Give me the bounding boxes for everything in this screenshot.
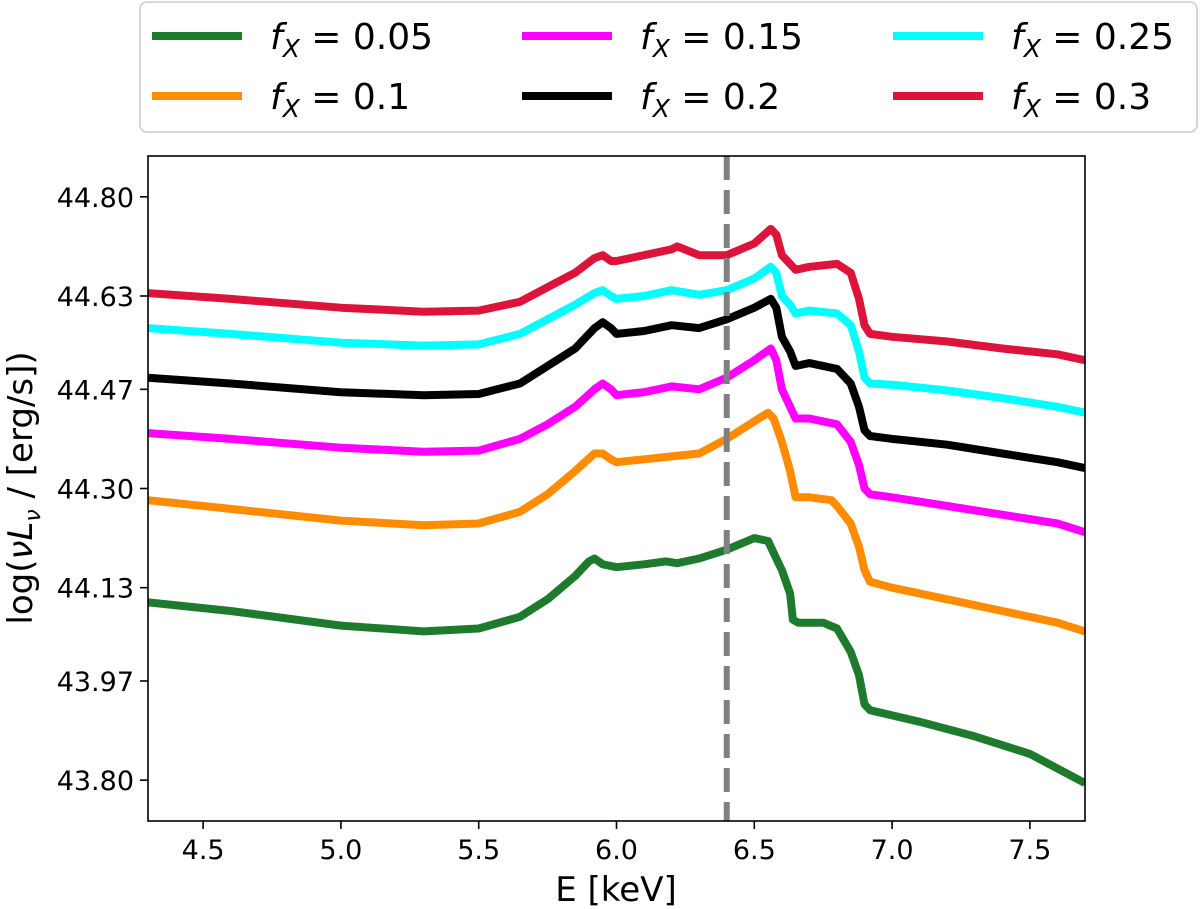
x-axis: 4.5 5.0 5.5 6.0 6.5 7.0 7.5: [182, 821, 1051, 866]
y-tick-label: 44.63: [57, 282, 134, 313]
x-axis-label: E [keV]: [555, 870, 676, 909]
y-axis-label: log(νLν / [erg/s]): [1, 351, 46, 624]
legend-label-4: fX = 0.2: [640, 77, 780, 123]
series-line-5: [148, 262, 1085, 417]
plot-background: [148, 156, 1085, 821]
x-tick-label: 7.0: [871, 835, 914, 866]
series-line-6: [148, 224, 1085, 365]
x-tick-label: 5.5: [457, 835, 500, 866]
x-tick-label: 4.5: [182, 835, 225, 866]
y-tick-label: 44.13: [57, 574, 134, 605]
x-tick-label: 6.5: [733, 835, 776, 866]
y-tick-label: 44.30: [57, 475, 134, 506]
y-tick-label: 43.97: [57, 667, 134, 698]
x-tick-label: 6.0: [595, 835, 638, 866]
y-tick-label: 44.47: [57, 375, 134, 406]
x-tick-label: 7.5: [1008, 835, 1051, 866]
y-tick-label: 43.80: [57, 766, 134, 797]
series-line-2: [148, 408, 1085, 636]
series-layer: [148, 224, 1085, 787]
legend-label-6: fX = 0.3: [1011, 77, 1151, 123]
y-axis: 43.80 43.97 44.13 44.30 44.47 44.63 44.80: [57, 183, 148, 797]
legend-label-3: fX = 0.15: [640, 17, 803, 63]
series-line-4: [148, 294, 1085, 473]
y-tick-label: 44.80: [57, 183, 134, 214]
series-line-1: [148, 534, 1085, 787]
legend: fX = 0.05 fX = 0.1 fX = 0.15 fX = 0.2 fX = 0…: [139, 1, 1198, 133]
legend-label-2: fX = 0.1: [270, 77, 410, 123]
x-tick-label: 5.0: [319, 835, 362, 866]
legend-label-1: fX = 0.05: [270, 17, 433, 63]
series-line-3: [148, 344, 1085, 537]
